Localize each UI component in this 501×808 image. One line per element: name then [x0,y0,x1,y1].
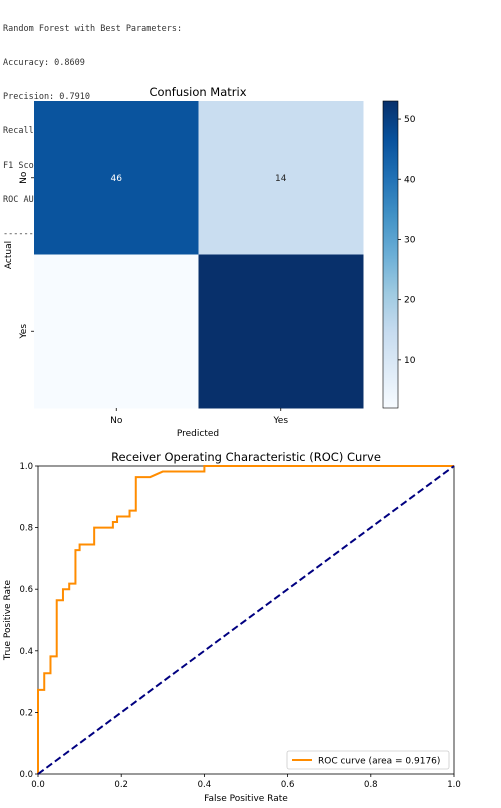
cm-ytick-label: Yes [19,324,29,340]
cm-xtick-label: Yes [272,416,288,426]
cm-cell-annotation: 14 [275,174,287,184]
cm-ytick-label: No [19,171,29,184]
colorbar-tick-label: 50 [404,115,416,125]
cm-ylabel: Actual [4,241,14,269]
console-line: Random Forest with Best Parameters: [3,23,183,34]
roc-chart: Receiver Operating Characteristic (ROC) … [3,450,461,804]
legend-box [286,750,450,770]
roc-ytick-label: 0.0 [19,770,33,780]
cm-cell [34,101,199,255]
console-line: Precision: 0.7910 [3,92,90,103]
roc-diagonal-line [37,465,455,775]
colorbar-tick-label: 20 [404,296,416,306]
roc-ytick-label: 0.8 [19,524,33,534]
colorbar [383,101,398,408]
cm-title: Confusion Matrix [149,85,246,99]
colorbar-tick-label: 40 [404,175,416,185]
roc-xtick-label: 1.0 [447,780,461,790]
console-line: Accuracy: 0.8609 [3,58,85,69]
roc-xtick-label: 0.4 [198,780,212,790]
cm-cell [198,254,364,409]
roc-ylabel: True Positive Rate [3,579,13,661]
cm-xlabel: Predicted [177,429,219,439]
roc-ytick-label: 1.0 [19,462,33,472]
roc-xtick-label: 0.2 [114,780,128,790]
roc-ytick-label: 0.2 [19,708,33,718]
roc-xtick-label: 0.6 [281,780,295,790]
cm-xtick-label: No [110,416,123,426]
roc-legend: ROC curve (area = 0.9176) [286,750,450,770]
roc-ytick-label: 0.6 [19,585,33,595]
cm-cell [34,254,199,409]
roc-curve-line [37,465,454,774]
roc-title: Receiver Operating Characteristic (ROC) … [111,450,381,464]
roc-ytick-label: 0.4 [19,647,33,657]
roc-xtick-label: 0.8 [364,780,378,790]
cm-cell [198,101,364,255]
confusion-matrix: Confusion Matrix 46 14 No Yes No Yes Predict… [4,85,416,439]
roc-xtick-label: 0.0 [31,780,45,790]
roc-xlabel: False Positive Rate [204,794,288,804]
colorbar-frame [382,100,399,409]
colorbar-tick-label: 10 [404,356,416,366]
cm-cell-annotation: 46 [111,174,123,184]
colorbar-tick-label: 30 [404,235,416,245]
legend-entry: ROC curve (area = 0.9176) [318,757,440,767]
